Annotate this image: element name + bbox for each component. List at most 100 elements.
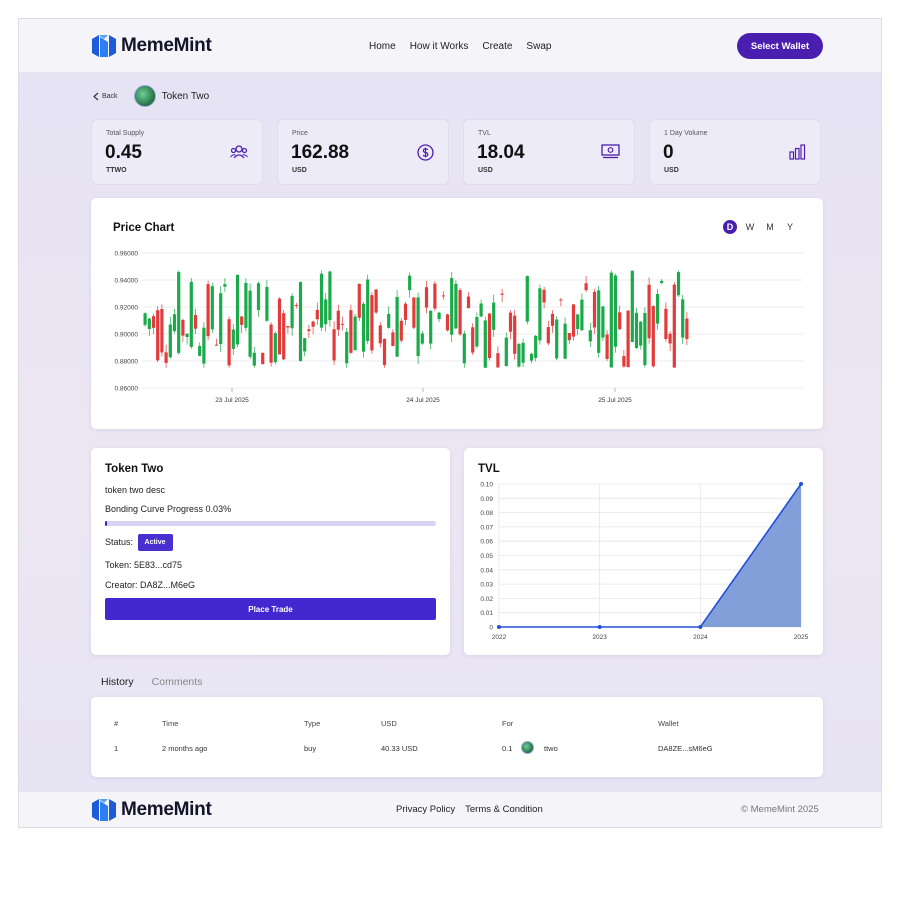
candle-body [370, 295, 374, 351]
candle-body [492, 302, 496, 330]
bonding-curve-progress [105, 521, 436, 526]
candle-body [382, 338, 387, 366]
terms-link[interactable]: Terms & Condition [465, 804, 543, 815]
col-header: USD [381, 719, 397, 728]
candle-body [500, 293, 504, 295]
cash-icon [601, 144, 620, 159]
candle-body [269, 324, 273, 363]
candle-body [202, 327, 206, 364]
cell-usd: 40.33 USD [381, 744, 418, 753]
status-row: Status: Active [105, 534, 173, 551]
candle-body [286, 325, 290, 328]
nav-swap[interactable]: Swap [526, 41, 552, 52]
footer-logo[interactable]: MemeMint [91, 798, 212, 822]
candle-body [160, 308, 164, 353]
candle-body [647, 284, 651, 339]
candle-body [311, 321, 315, 327]
stat-value: 18.04 [477, 142, 525, 163]
stat-card-day-volume: 1 Day Volume 0 USD [649, 119, 821, 185]
footer: MemeMint Privacy Policy Terms & Conditio… [19, 791, 881, 827]
candle-body [336, 310, 340, 330]
tab-history[interactable]: History [101, 676, 134, 688]
candle-body [282, 313, 286, 360]
candle-body [177, 271, 181, 353]
nav-home[interactable]: Home [369, 41, 396, 52]
candle-body [353, 316, 357, 351]
y-tick-label: 0.92000 [115, 305, 139, 312]
creator-address[interactable]: Creator: DA8Z...M6eG [105, 580, 196, 590]
y-tick-label: 0.86000 [115, 386, 139, 393]
stat-value: 0 [663, 142, 674, 163]
bar-chart-icon [789, 144, 806, 160]
candle-body [219, 293, 223, 345]
candle-body [571, 304, 576, 337]
x-tick-label: 2023 [592, 634, 607, 641]
candle-body [634, 312, 639, 348]
x-tick-label: 2025 [794, 634, 809, 641]
stat-card-price: Price 162.88 USD [277, 119, 449, 185]
stat-card-tvl: TVL 18.04 USD [463, 119, 635, 185]
candle-body [429, 310, 433, 344]
chevron-left-icon [93, 92, 99, 100]
candle-body [294, 305, 298, 307]
stat-card-total-supply: Total Supply 0.45 TTWO [91, 119, 263, 185]
cell-for-token: ttwo [544, 744, 558, 753]
candle-body [206, 284, 210, 337]
progress-fill [105, 521, 107, 526]
nav-create[interactable]: Create [482, 41, 513, 52]
y-tick-label: 0.07 [480, 524, 493, 531]
range-w[interactable]: W [745, 222, 755, 232]
candle-body [235, 274, 240, 345]
candle-body [609, 272, 613, 368]
candle-body [630, 270, 634, 342]
x-tick-label: 25 Jul 2025 [598, 397, 632, 404]
cell-num: 1 [114, 744, 119, 753]
candle-body [387, 313, 391, 328]
candle-body [651, 306, 655, 367]
candle-body [273, 333, 277, 363]
range-y[interactable]: Y [786, 222, 793, 232]
select-wallet-button[interactable]: Select Wallet [737, 33, 823, 59]
stat-label: Price [292, 130, 308, 137]
candle-body [466, 296, 471, 309]
token-name: Token Two [161, 90, 210, 102]
range-d[interactable]: D [723, 220, 737, 234]
privacy-policy-link[interactable]: Privacy Policy [396, 804, 456, 815]
range-m[interactable]: M [766, 222, 774, 232]
candle-body [567, 332, 571, 341]
tab-comments[interactable]: Comments [151, 676, 203, 688]
x-tick-label: 2024 [693, 634, 708, 641]
candle-body [256, 283, 261, 310]
users-icon [230, 145, 248, 159]
back-button[interactable]: Back [93, 92, 118, 101]
main-nav: Home How it Works Create Swap [369, 41, 551, 52]
candle-body [521, 342, 525, 363]
cell-for-amount: 0.1 [502, 744, 513, 753]
candle-body [303, 338, 307, 352]
candle-body [458, 290, 462, 335]
candle-body [529, 353, 534, 361]
tvl-area-chart: 0.10 0.09 0.08 0.07 0.06 0.05 0.04 0.03 0.02 0.01… [480, 482, 809, 642]
y-tick-label: 0.05 [480, 553, 493, 560]
candle-body [672, 284, 676, 368]
dollar-icon [417, 144, 434, 161]
candle-body [328, 271, 332, 321]
stat-value: 162.88 [291, 142, 350, 163]
candle-body [324, 299, 328, 325]
token-address[interactable]: Token: 5E83...cd75 [105, 560, 183, 570]
stat-unit: USD [292, 167, 307, 174]
candle-body [592, 291, 597, 328]
nav-how-it-works[interactable]: How it Works [409, 41, 469, 52]
candle-body [525, 276, 529, 322]
candle-body [504, 337, 508, 367]
place-trade-button[interactable]: Place Trade [105, 598, 436, 620]
candle-body [479, 303, 483, 317]
candle-body [437, 312, 441, 320]
candle-body [597, 290, 601, 353]
tvl-point [597, 625, 602, 629]
candle-body [298, 282, 303, 361]
cell-wallet[interactable]: DA8ZE...sM6eG [658, 744, 713, 753]
logo[interactable]: MemeMint [91, 34, 212, 58]
candle-body [550, 313, 555, 326]
candle-body [487, 313, 492, 359]
